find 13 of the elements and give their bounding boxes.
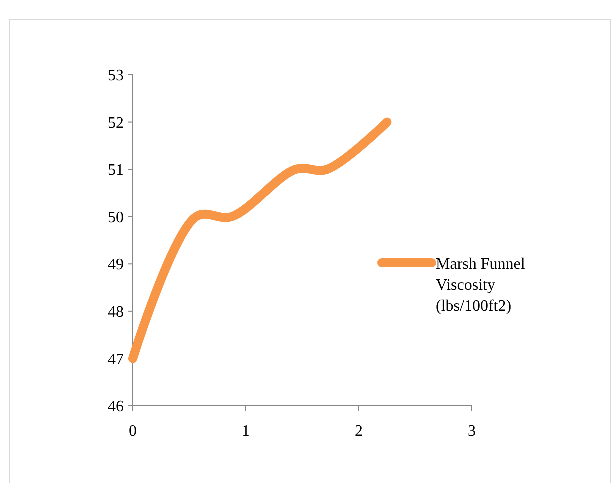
y-tick-label: 52 bbox=[108, 114, 124, 132]
legend-label: Marsh Funnel Viscosity (lbs/100ft2) bbox=[436, 256, 526, 315]
y-tick-label: 53 bbox=[108, 68, 124, 85]
x-tick-label: 1 bbox=[242, 423, 250, 440]
x-tick-label: 0 bbox=[129, 423, 137, 440]
y-tick-label: 48 bbox=[108, 304, 124, 322]
y-tick-label: 50 bbox=[108, 209, 124, 226]
y-tick-label: 46 bbox=[108, 398, 124, 416]
y-tick-label: 49 bbox=[108, 256, 124, 274]
x-tick-label: 3 bbox=[468, 423, 476, 440]
y-tick-label: 51 bbox=[108, 162, 124, 180]
y-tick-label: 47 bbox=[108, 351, 124, 368]
x-tick-label: 2 bbox=[355, 423, 363, 440]
